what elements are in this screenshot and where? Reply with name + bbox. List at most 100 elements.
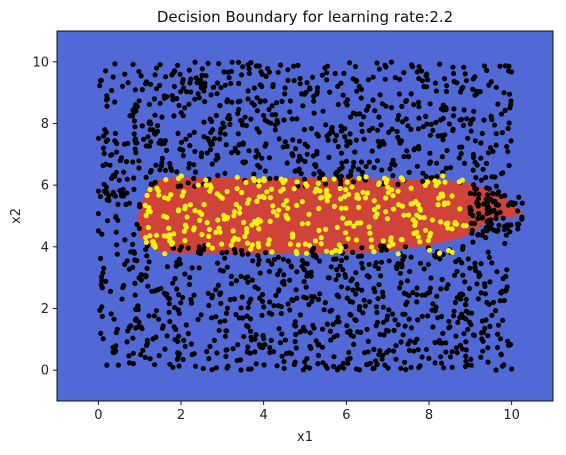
class-0-point: [336, 365, 342, 371]
class-0-point: [347, 60, 353, 66]
class-1-point: [206, 226, 213, 232]
class-1-point: [304, 183, 310, 189]
class-0-point: [342, 274, 349, 280]
class-0-point: [282, 91, 288, 97]
class-0-point: [214, 80, 221, 86]
class-0-point: [338, 150, 344, 156]
class-1-point: [346, 191, 352, 197]
class-0-point: [361, 350, 368, 356]
class-0-point: [506, 120, 512, 126]
class-0-point: [115, 217, 121, 223]
class-0-point: [373, 304, 380, 310]
class-0-point: [325, 137, 331, 143]
class-0-point: [170, 280, 176, 286]
class-0-point: [499, 363, 505, 369]
class-0-point: [205, 290, 211, 296]
class-1-point: [338, 205, 345, 211]
class-0-point: [470, 239, 476, 245]
class-0-point: [345, 285, 351, 291]
class-0-point: [331, 256, 337, 262]
class-0-point: [134, 221, 140, 227]
class-0-point: [420, 124, 426, 130]
class-0-point: [485, 150, 491, 156]
class-0-point: [255, 162, 261, 168]
class-0-point: [188, 300, 195, 306]
class-1-point: [182, 203, 188, 209]
class-1-point: [169, 241, 175, 247]
class-0-point: [109, 87, 115, 94]
class-0-point: [391, 348, 397, 354]
class-0-point: [173, 326, 179, 332]
class-0-point: [132, 257, 138, 263]
class-0-point: [494, 228, 500, 234]
class-0-point: [308, 345, 314, 351]
class-0-point: [485, 333, 491, 339]
class-0-point: [294, 269, 300, 275]
class-0-point: [459, 346, 465, 352]
class-1-point: [203, 177, 209, 183]
class-0-point: [380, 352, 386, 358]
class-0-point: [364, 362, 370, 368]
class-1-point: [445, 225, 451, 231]
class-0-point: [359, 287, 365, 293]
class-1-point: [269, 249, 275, 255]
class-0-point: [442, 132, 448, 138]
class-0-point: [289, 116, 295, 122]
class-0-point: [195, 250, 202, 256]
class-0-point: [398, 261, 404, 267]
class-0-point: [273, 292, 279, 299]
class-0-point: [354, 281, 360, 287]
class-0-point: [430, 324, 436, 330]
class-0-point: [483, 317, 489, 323]
class-1-point: [306, 211, 312, 217]
class-0-point: [326, 275, 332, 281]
class-0-point: [111, 316, 117, 322]
class-1-point: [421, 215, 427, 221]
class-0-point: [481, 329, 487, 335]
class-0-point: [155, 123, 161, 129]
class-1-point: [294, 251, 300, 257]
class-0-point: [314, 89, 320, 95]
class-0-point: [414, 299, 420, 305]
class-1-point: [171, 231, 177, 237]
class-0-point: [395, 181, 401, 187]
class-0-point: [379, 356, 385, 362]
class-0-point: [379, 247, 385, 253]
class-1-point: [261, 176, 267, 182]
class-1-point: [383, 209, 389, 215]
class-0-point: [364, 326, 370, 332]
class-0-point: [218, 126, 224, 132]
class-0-point: [506, 91, 513, 97]
class-0-point: [505, 149, 511, 155]
class-0-point: [245, 251, 251, 257]
class-0-point: [266, 310, 272, 316]
class-0-point: [490, 299, 496, 305]
class-0-point: [285, 301, 291, 307]
class-1-point: [144, 192, 150, 199]
class-0-point: [405, 153, 412, 160]
class-1-point: [216, 225, 222, 231]
class-0-point: [143, 79, 150, 85]
class-0-point: [353, 111, 359, 117]
class-1-point: [147, 233, 153, 239]
class-1-point: [318, 241, 324, 247]
class-0-point: [293, 323, 299, 329]
class-0-point: [131, 231, 137, 238]
class-0-point: [311, 245, 317, 252]
class-0-point: [174, 286, 180, 292]
class-0-point: [490, 191, 496, 197]
class-0-point: [282, 337, 288, 343]
class-0-point: [495, 331, 501, 337]
class-0-point: [261, 304, 267, 310]
class-1-point: [337, 248, 343, 254]
class-0-point: [195, 91, 201, 97]
class-0-point: [259, 298, 266, 304]
class-1-point: [232, 235, 238, 241]
class-0-point: [225, 363, 231, 369]
class-0-point: [466, 285, 473, 292]
class-0-point: [145, 134, 151, 140]
class-0-point: [397, 270, 403, 276]
class-0-point: [343, 243, 349, 249]
class-0-point: [485, 223, 492, 229]
class-0-point: [322, 300, 328, 306]
